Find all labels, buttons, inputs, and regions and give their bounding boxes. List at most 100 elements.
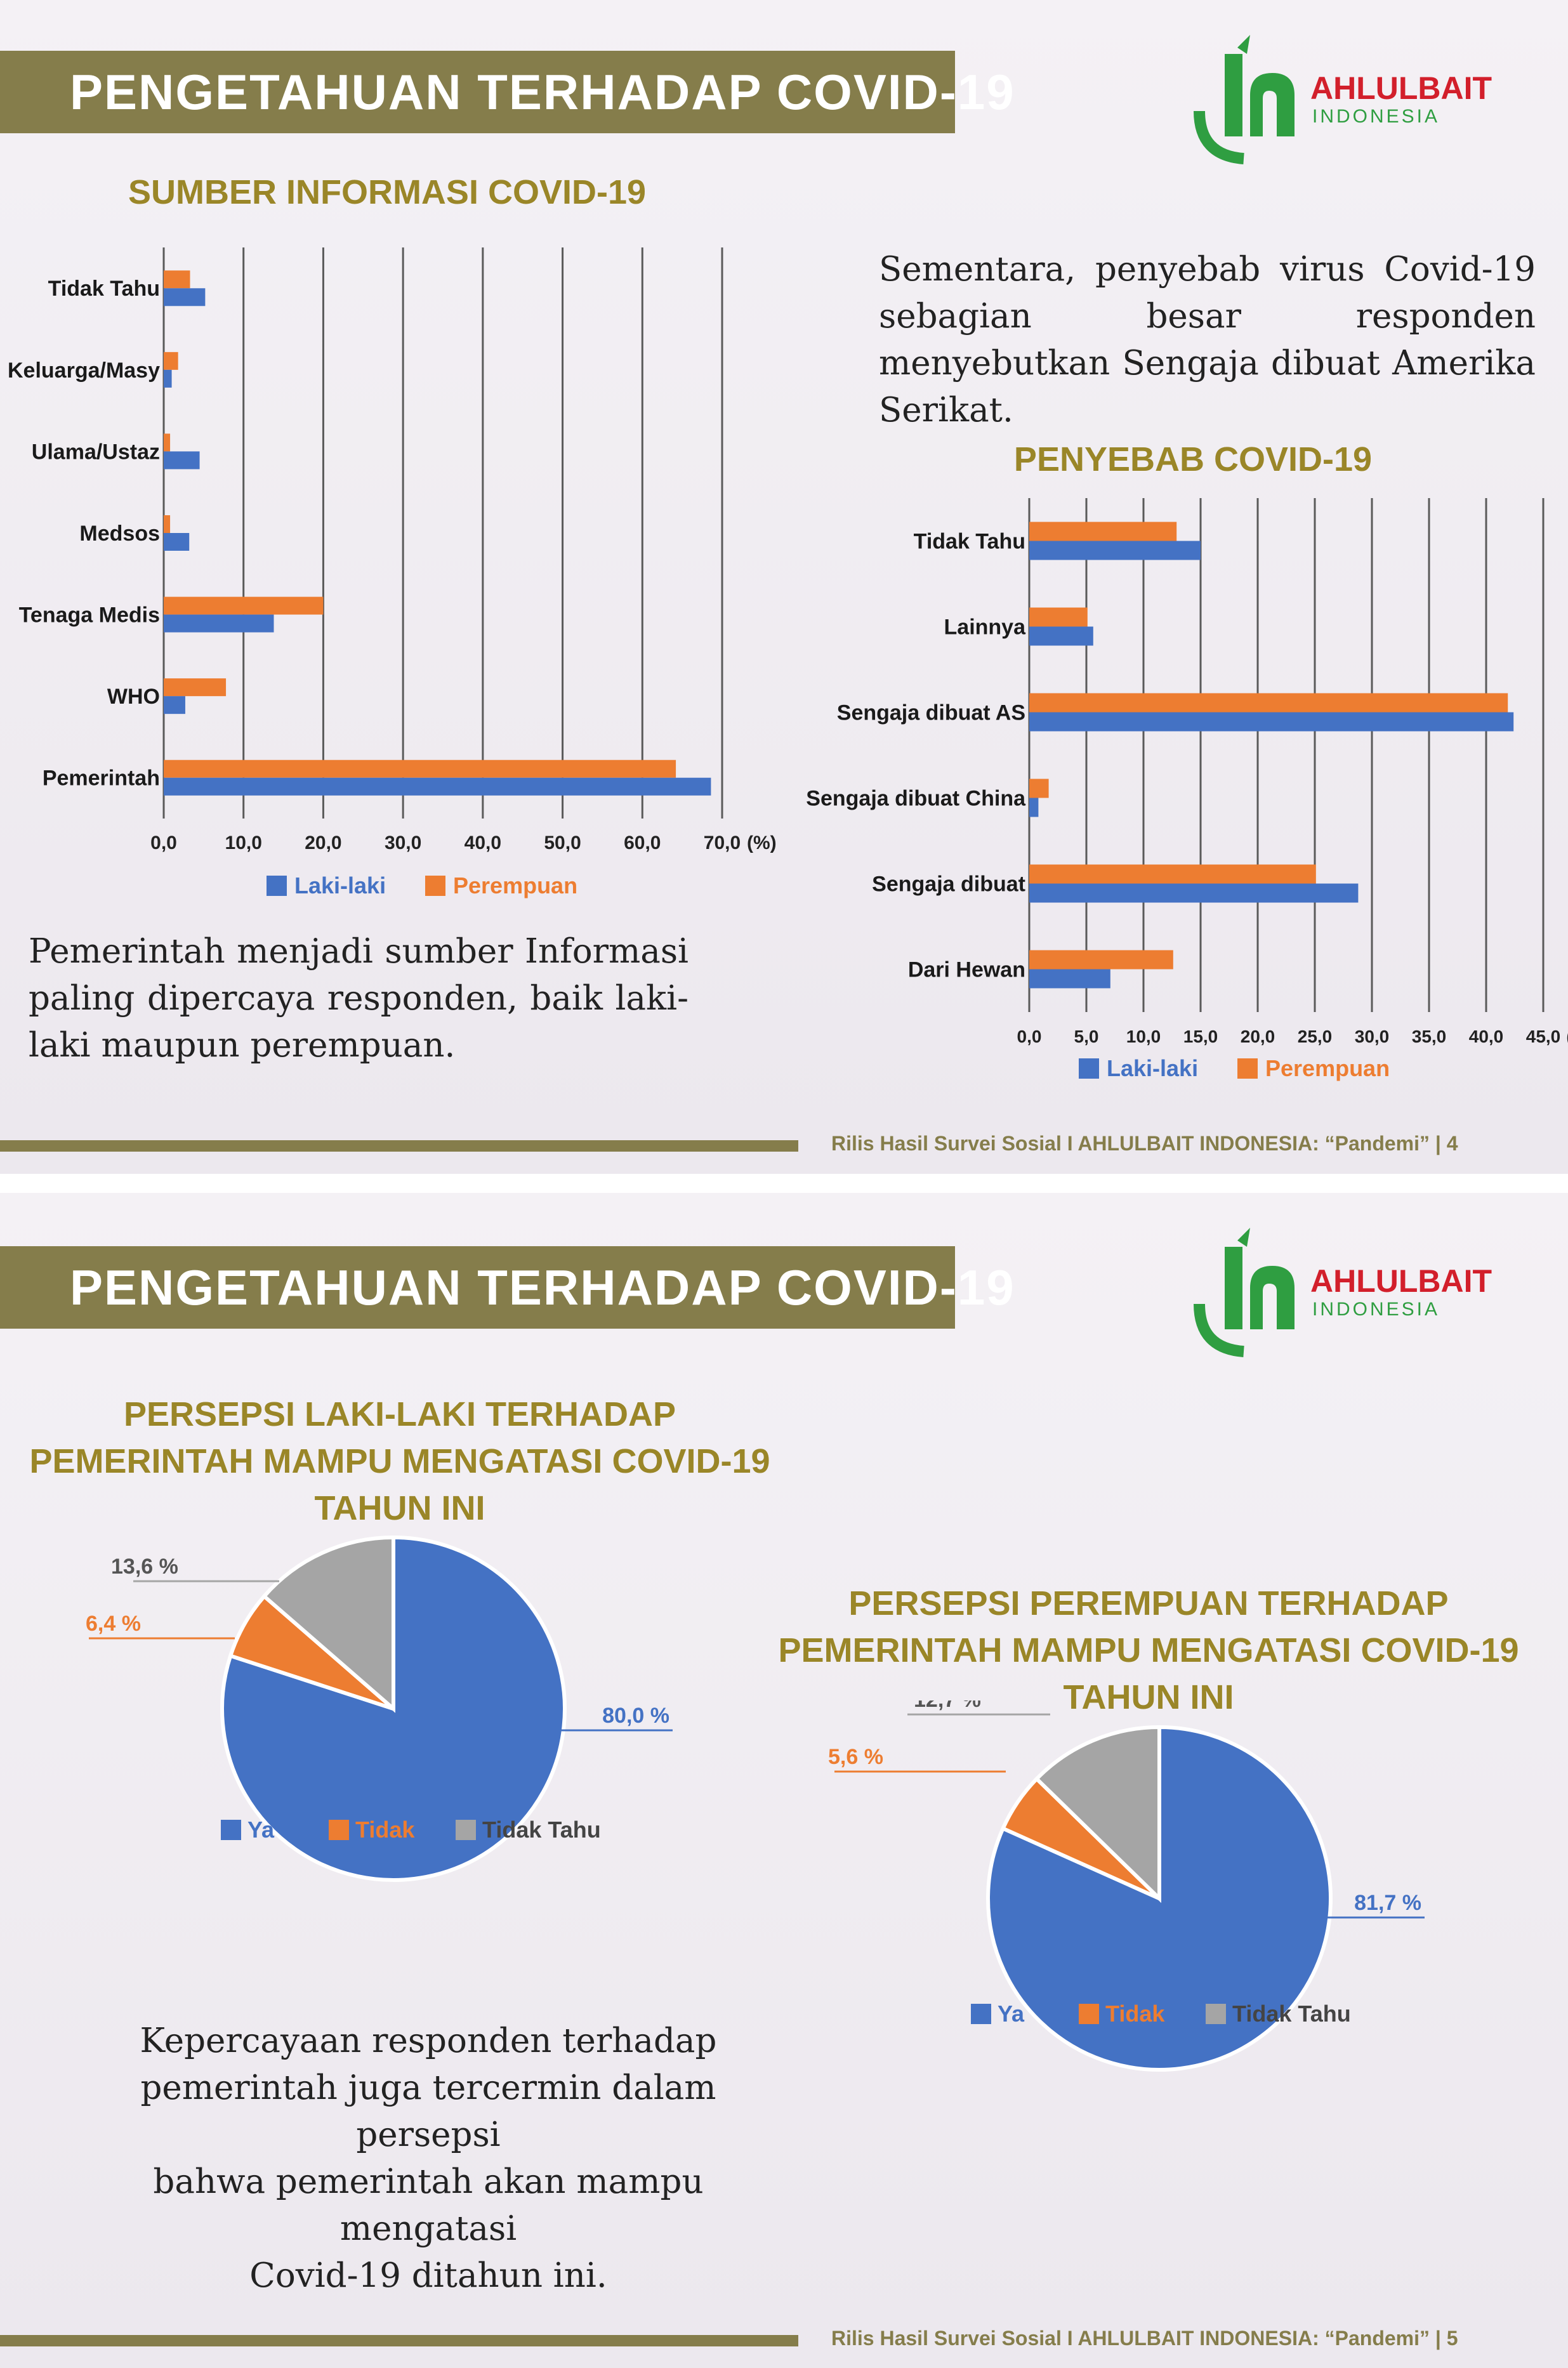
bar-laki-laki <box>164 533 190 551</box>
tick-label: 30,0 <box>1355 1027 1390 1046</box>
legend-swatch <box>456 1820 476 1840</box>
bar-perempuan <box>1029 693 1508 713</box>
banner-title: PENGETAHUAN TERHADAP COVID-19 <box>70 1260 1015 1315</box>
tick-label: 40,0 <box>464 832 501 853</box>
tick-label: 50,0 <box>544 832 581 853</box>
pie2-title-line: PEMERINTAH MAMPU MENGATASI COVID-19 <box>778 1631 1519 1669</box>
tick-label: 0,0 <box>1017 1027 1042 1046</box>
legend-swatch <box>1237 1058 1258 1079</box>
legend-swatch <box>1079 2004 1099 2024</box>
pie-slice <box>1034 1725 1161 1904</box>
category-label: Sengaja dibuat China <box>806 786 1026 810</box>
bar-perempuan <box>164 270 190 289</box>
footer-bar <box>0 1140 798 1152</box>
category-label: Sengaja dibuat AS <box>837 701 1025 725</box>
pie-perempuan: 81,7 % 5,6 % 12,7 % Ya Tidak Tidak Tahu <box>828 1700 1425 2072</box>
tick-label: 35,0 <box>1412 1027 1447 1046</box>
penyebab-chart: 0,0 5,0 10,0 15,0 20,0 25,0 30,0 35,0 40,0 45,0 (%… <box>806 498 1568 1081</box>
slide-separator <box>0 1174 1568 1193</box>
pie-value-label: 80,0 % <box>602 1704 669 1728</box>
bar-laki-laki <box>1029 883 1359 903</box>
sumber-informasi-chart: 0,0 10,0 20,0 30,0 40,0 50,0 60,0 70,0 (%) Tidak … <box>8 247 777 898</box>
bar-perempuan <box>164 596 324 615</box>
bar-laki-laki <box>164 696 185 714</box>
pie2-title-line: PERSEPSI PEREMPUAN TERHADAP <box>848 1584 1449 1622</box>
legend-label: Tidak <box>355 1817 415 1843</box>
slide-banner: PENGETAHUAN TERHADAP COVID-19 <box>0 51 1014 133</box>
bar-perempuan <box>164 760 676 778</box>
bar-perempuan <box>1029 779 1049 798</box>
bar-laki-laki <box>164 614 274 633</box>
banner-title: PENGETAHUAN TERHADAP COVID-19 <box>70 64 1015 120</box>
pie-value-label: 13,6 % <box>111 1555 178 1579</box>
paragraph-line: Covid-19 ditahun ini. <box>249 2256 607 2295</box>
legend-swatch <box>221 1820 241 1840</box>
bar-laki-laki <box>1029 712 1514 732</box>
pie-value-label: 5,6 % <box>828 1745 883 1769</box>
bar-laki-laki <box>1029 798 1039 817</box>
pie2-title: PERSEPSI PEREMPUAN TERHADAP PEMERINTAH M… <box>749 1580 1548 1721</box>
slide-banner: PENGETAHUAN TERHADAP COVID-19 <box>0 1246 1014 1329</box>
category-label: Keluarga/Masy <box>8 358 160 383</box>
tick-label: 40,0 <box>1469 1027 1504 1046</box>
legend-label: Laki-laki <box>294 872 386 898</box>
tick-label: 30,0 <box>385 832 421 853</box>
legend-label: Ya <box>247 1817 275 1843</box>
unit-label: (%) <box>747 832 777 853</box>
right-paragraph: Sementara, penyebab virus Covid-19 sebag… <box>879 250 1536 430</box>
category-label: Tenaga Medis <box>19 603 160 627</box>
bar-perempuan <box>1029 607 1088 627</box>
chart2-title: PENYEBAB COVID-19 <box>1013 440 1373 478</box>
tick-label: 10,0 <box>225 832 262 853</box>
bar-laki-laki <box>164 777 711 796</box>
tick-label: 10,0 <box>1126 1027 1161 1046</box>
tick-label: 70,0 <box>704 832 741 853</box>
legend-swatch <box>971 2004 991 2024</box>
bar-laki-laki <box>1029 969 1110 989</box>
footer-bar <box>0 2335 798 2346</box>
legend-label: Tidak <box>1105 2001 1165 2027</box>
bar-perempuan <box>1029 864 1316 884</box>
bar-perempuan <box>164 515 171 533</box>
chart1-title: SUMBER INFORMASI COVID-19 <box>128 173 647 211</box>
ahlulbait-logo: AHLULBAIT INDONESIA <box>1187 35 1517 168</box>
legend-swatch <box>1206 2004 1226 2024</box>
bar-laki-laki <box>1029 626 1093 646</box>
tick-label: 0,0 <box>150 832 177 853</box>
paragraph-line: bahwa pemerintah akan mampu mengatasi <box>153 2162 704 2248</box>
bar-laki-laki <box>164 369 172 388</box>
bar-laki-laki <box>164 288 206 306</box>
category-label: Dari Hewan <box>908 957 1025 982</box>
bar-perempuan <box>1029 522 1177 541</box>
tick-label: 60,0 <box>624 832 661 853</box>
pie1-title-line: PERSEPSI LAKI-LAKI TERHADAP <box>123 1395 676 1433</box>
legend-swatch <box>425 876 445 896</box>
logo-mark-icon <box>1194 1228 1295 1357</box>
legend-label: Perempuan <box>1265 1055 1390 1081</box>
category-label: Sengaja dibuat <box>872 872 1025 896</box>
pie-laki-laki: 80,0 % 6,4 % 13,6 % Ya Tidak Tidak Tahu <box>86 1535 673 1882</box>
category-label: Lainnya <box>944 615 1027 639</box>
pie1-title: PERSEPSI LAKI-LAKI TERHADAP PEMERINTAH M… <box>0 1391 800 1532</box>
category-label: Tidak Tahu <box>914 529 1025 553</box>
category-label: Medsos <box>79 522 160 546</box>
pie1-title-line: TAHUN INI <box>314 1489 485 1527</box>
category-label: WHO <box>107 685 160 709</box>
unit-label: (%) <box>1566 1027 1568 1046</box>
legend-swatch <box>1079 1058 1099 1079</box>
logo-subtext: INDONESIA <box>1312 106 1440 127</box>
paragraph-line: pemerintah juga tercermin dalam persepsi <box>140 2069 716 2154</box>
category-label: Pemerintah <box>43 766 160 791</box>
tick-label: 25,0 <box>1298 1027 1333 1046</box>
legend-swatch <box>267 876 287 896</box>
slide-5: PENGETAHUAN TERHADAP COVID-19 AHLULBAIT … <box>0 1193 1568 2368</box>
bar-laki-laki <box>164 451 200 470</box>
pie-value-label: 81,7 % <box>1354 1891 1421 1915</box>
category-label: Ulama/Ustaz <box>32 440 160 464</box>
bar-perempuan <box>164 678 227 697</box>
legend-swatch <box>329 1820 349 1840</box>
legend-label: Perempuan <box>453 872 577 898</box>
pie1-title-line: PEMERINTAH MAMPU MENGATASI COVID-19 <box>29 1442 770 1480</box>
logo-text: AHLULBAIT <box>1310 70 1492 106</box>
tick-label: 15,0 <box>1183 1027 1218 1046</box>
